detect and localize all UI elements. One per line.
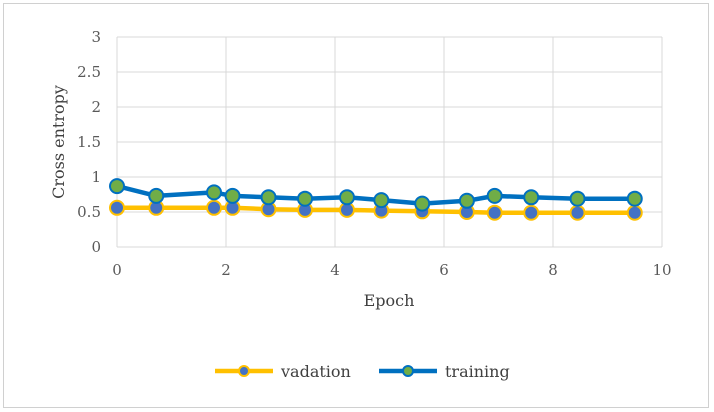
y-axis-title: Cross entropy	[49, 85, 68, 199]
data-point-training-0	[109, 178, 125, 195]
y-tick-label-1: 0.5	[77, 203, 101, 221]
data-point-training-8	[414, 195, 431, 212]
data-point-training-3	[224, 187, 241, 204]
x-tick-label-1: 2	[221, 261, 231, 279]
x-tick-label-2: 4	[330, 261, 340, 279]
y-tick-label-6: 3	[91, 28, 101, 46]
data-point-training-7	[373, 192, 390, 209]
x-tick-label-4: 8	[548, 261, 558, 279]
x-tick-label-3: 6	[439, 261, 449, 279]
data-point-training-11	[523, 189, 540, 206]
data-point-vadation-0	[109, 199, 125, 216]
data-point-training-2	[206, 184, 223, 201]
data-point-training-10	[486, 187, 503, 204]
data-point-training-13	[626, 190, 643, 207]
data-point-training-9	[458, 192, 475, 209]
legend: vadation training	[215, 362, 510, 381]
y-tick-labels: 0 0.5 1 1.5 2 2.5 3	[77, 28, 101, 256]
y-tick-label-2: 1	[91, 168, 101, 186]
legend-label-vadation: vadation	[280, 362, 351, 381]
data-point-vadation-11	[523, 204, 540, 221]
x-axis-title: Epoch	[364, 291, 415, 310]
legend-marker-vadation	[238, 365, 250, 377]
legend-label-training: training	[445, 362, 510, 381]
data-point-vadation-10	[486, 204, 503, 221]
x-tick-labels: 0 2 4 6 8 10	[112, 261, 671, 279]
data-point-training-5	[297, 190, 314, 207]
y-tick-label-5: 2.5	[77, 63, 101, 81]
data-point-training-12	[569, 190, 586, 207]
legend-marker-training	[402, 365, 414, 377]
y-tick-label-0: 0	[91, 238, 101, 256]
data-point-vadation-2	[206, 199, 223, 216]
data-point-training-6	[338, 189, 355, 206]
data-point-training-4	[260, 189, 277, 206]
y-tick-label-3: 1.5	[77, 133, 101, 151]
data-point-training-1	[148, 187, 165, 204]
series-group	[109, 178, 643, 221]
x-tick-label-5: 10	[652, 261, 671, 279]
y-tick-label-4: 2	[91, 98, 101, 116]
x-tick-label-0: 0	[112, 261, 122, 279]
data-point-vadation-13	[626, 204, 643, 221]
data-point-vadation-12	[569, 204, 586, 221]
